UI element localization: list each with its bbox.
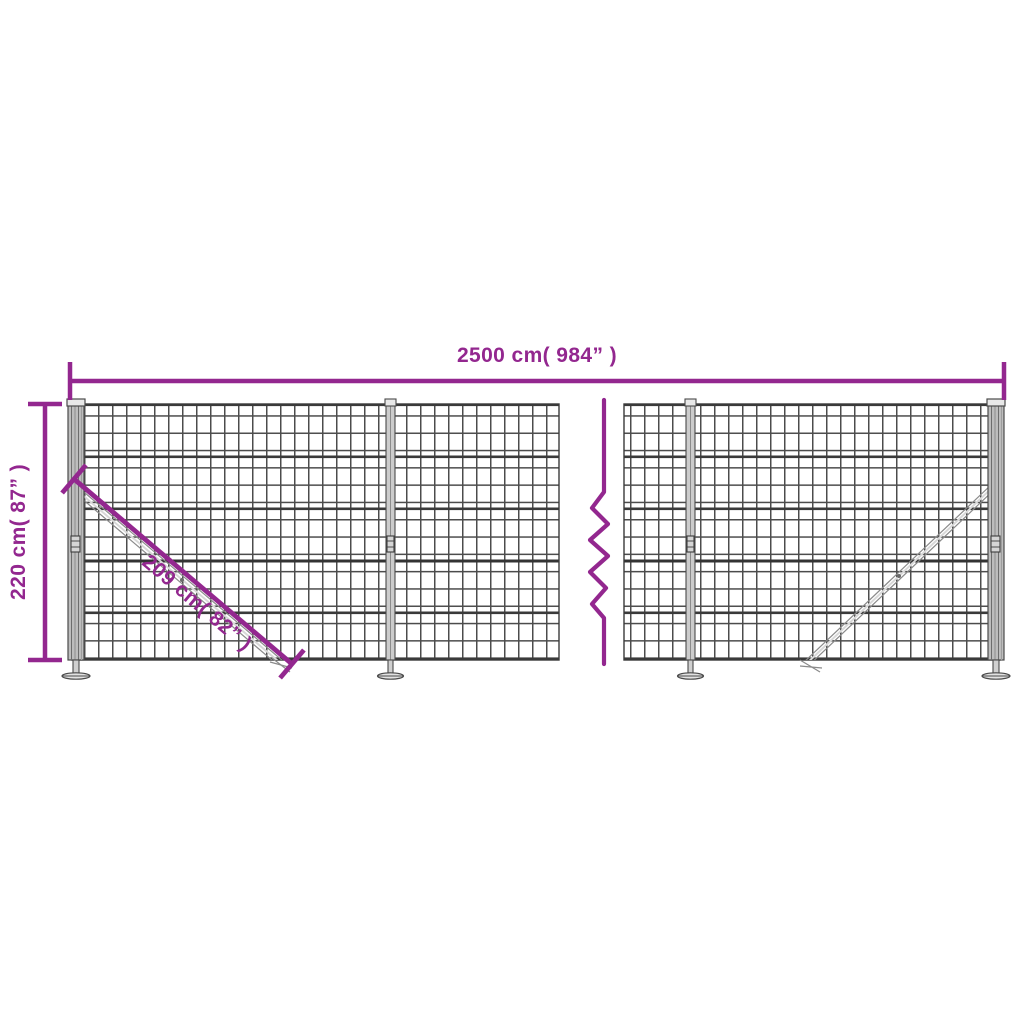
post-middle: [376, 398, 405, 680]
dimension-diagonal-tick-end: [278, 648, 306, 680]
fence-section-right: [623, 398, 1011, 680]
post-base-plate-middle: [376, 672, 405, 680]
post-base-plate-left: [61, 672, 91, 680]
dimension-width: 2500 cm( 984” ): [67, 344, 1007, 400]
post-clamp-right-intermediate: [686, 535, 695, 553]
fence-section-left: [61, 398, 560, 680]
dimension-diagonal-line: [72, 477, 294, 666]
post-clamp-left: [70, 535, 81, 553]
diagonal-brace-left: [73, 486, 283, 660]
dimension-height-label: 220 cm( 87” ): [7, 464, 30, 600]
diagonal-brace-right-foot: [799, 659, 823, 673]
mesh-panel-right: [624, 404, 1000, 660]
post-cap-left: [66, 398, 86, 407]
mesh-reinforcement-bars-left: [72, 404, 559, 660]
post-cap-middle: [384, 398, 397, 407]
post-base-plate-right-end: [981, 672, 1011, 680]
post-cap-right-intermediate: [684, 398, 697, 407]
post-base-plate-right-intermediate: [676, 672, 705, 680]
post-clamp-middle: [386, 535, 395, 553]
zigzag-break-line: [587, 397, 611, 667]
post-right-intermediate: [676, 398, 705, 680]
dimension-diagonal-tick-start: [60, 463, 88, 495]
post-cap-right-end: [986, 398, 1006, 407]
dimension-width-label: 2500 cm( 984” ): [457, 344, 617, 367]
dimension-height: 220 cm( 87” ): [7, 401, 62, 663]
mesh-panel-left: [72, 404, 559, 660]
post-right-end: [981, 398, 1011, 680]
post-clamp-right-end: [990, 535, 1001, 553]
post-left-end: [61, 398, 91, 680]
diagonal-brace-right: [805, 483, 998, 660]
